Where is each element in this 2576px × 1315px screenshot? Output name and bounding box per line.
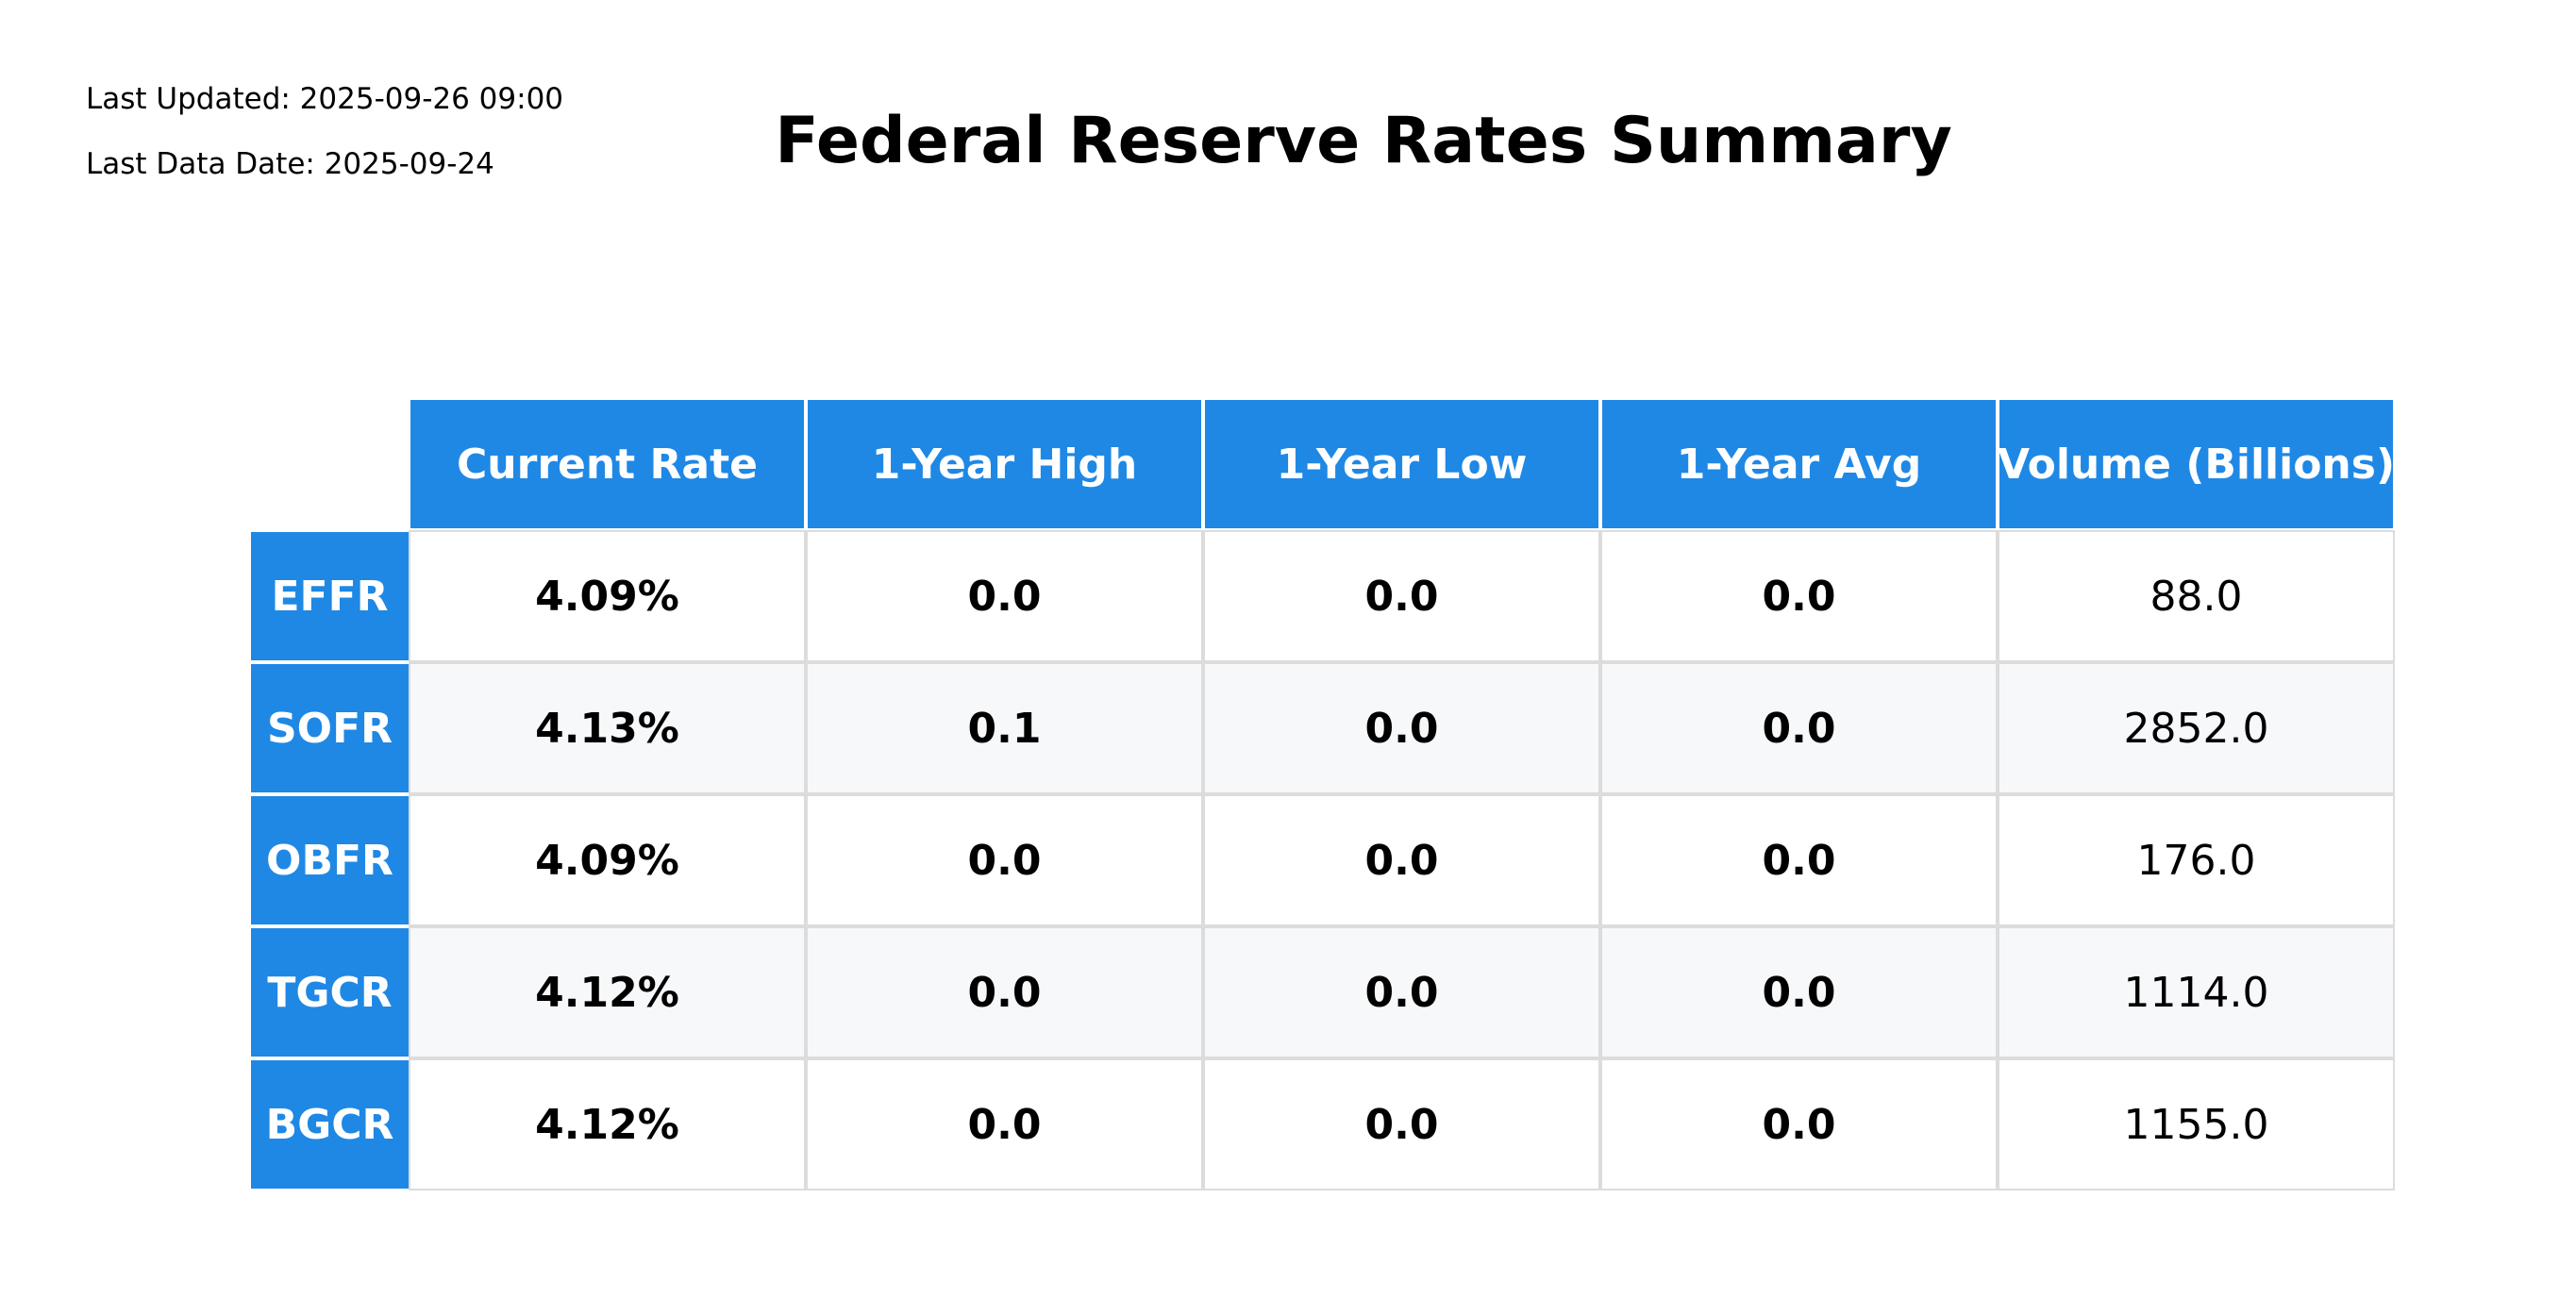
- page-title: Federal Reserve Rates Summary: [775, 104, 1952, 178]
- table-cell: 176.0: [1998, 794, 2395, 926]
- table-cell: 0.0: [1203, 530, 1600, 662]
- table-cell: 0.0: [1600, 926, 1998, 1058]
- table-cell: 4.12%: [409, 926, 806, 1058]
- last-updated-text: Last Updated: 2025-09-26 09:00: [86, 82, 564, 116]
- table-cell: 0.0: [806, 530, 1203, 662]
- column-header: Current Rate: [409, 398, 806, 530]
- table-cell: 0.1: [806, 662, 1203, 794]
- last-data-date-text: Last Data Date: 2025-09-24: [86, 147, 494, 181]
- table-cell: 0.0: [806, 794, 1203, 926]
- table-cell: 2852.0: [1998, 662, 2395, 794]
- table-cell: 4.09%: [409, 530, 806, 662]
- table-cell: 0.0: [1600, 530, 1998, 662]
- row-label: OBFR: [249, 794, 410, 926]
- table-cell: 0.0: [1203, 926, 1600, 1058]
- row-label: EFFR: [249, 530, 410, 662]
- table-cell: 4.12%: [409, 1058, 806, 1190]
- row-label: TGCR: [249, 926, 410, 1058]
- column-header: 1-Year High: [806, 398, 1203, 530]
- table-cell: 1155.0: [1998, 1058, 2395, 1190]
- table-cell: 1114.0: [1998, 926, 2395, 1058]
- row-label: BGCR: [249, 1058, 410, 1190]
- table-cell: 4.13%: [409, 662, 806, 794]
- column-header: 1-Year Low: [1203, 398, 1600, 530]
- column-header: 1-Year Avg: [1600, 398, 1998, 530]
- table-cell: 0.0: [1600, 1058, 1998, 1190]
- table-cell: 4.09%: [409, 794, 806, 926]
- table-cell: 0.0: [1600, 662, 1998, 794]
- table-cell: 0.0: [1203, 794, 1600, 926]
- table-cell: 0.0: [806, 926, 1203, 1058]
- table-cell: 0.0: [1203, 662, 1600, 794]
- table-cell: 0.0: [806, 1058, 1203, 1190]
- table-cell: 0.0: [1600, 794, 1998, 926]
- table-cell: 88.0: [1998, 530, 2395, 662]
- column-header: Volume (Billions): [1998, 398, 2395, 530]
- table-cell: 0.0: [1203, 1058, 1600, 1190]
- row-label: SOFR: [249, 662, 410, 794]
